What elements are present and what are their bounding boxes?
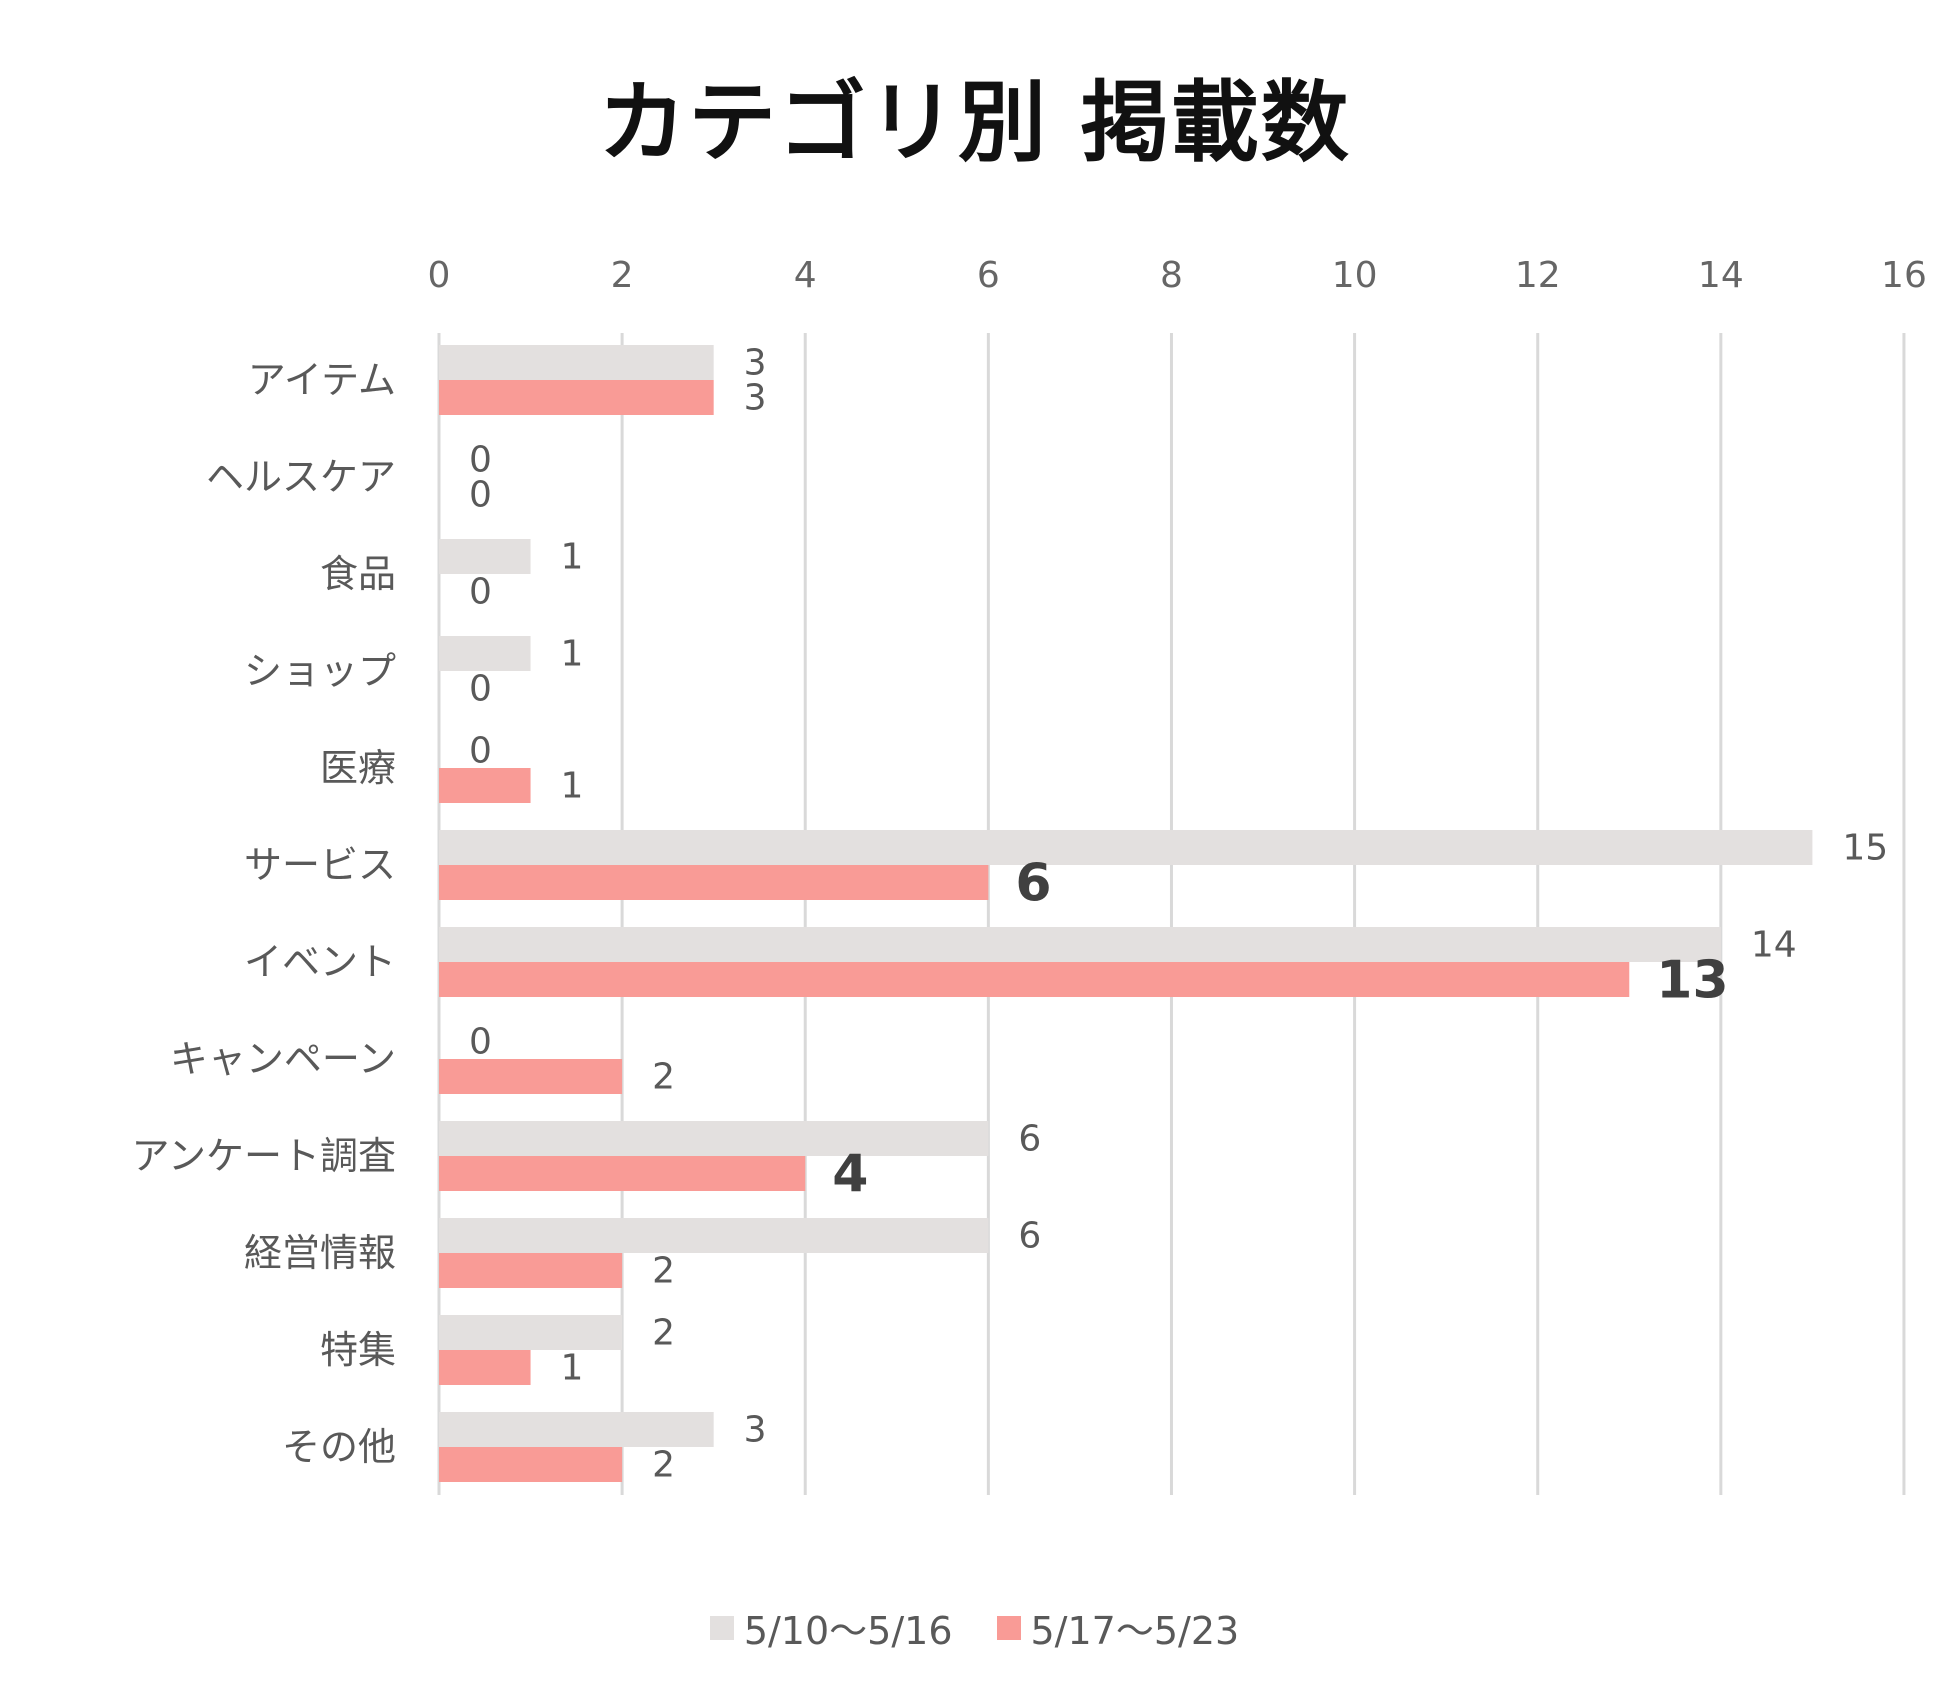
gridlines [437, 333, 1906, 1495]
bar-series-2[interactable] [439, 1253, 623, 1288]
legend-item-series-2[interactable]: 5/17〜5/23 [996, 1600, 1240, 1655]
legend-label-series-1: 5/10〜5/16 [743, 1609, 953, 1653]
bar-series-1[interactable] [439, 345, 714, 380]
x-tick-label: 6 [977, 255, 1000, 296]
data-label-series-1: 0 [469, 1022, 492, 1063]
bar-series-1[interactable] [439, 1121, 989, 1156]
x-tick-label: 0 [428, 255, 451, 296]
data-label-series-2: 0 [469, 475, 492, 516]
data-label-series-2: 6 [1015, 854, 1051, 914]
bar-series-1[interactable] [439, 927, 1721, 962]
category-label: キャンペーン [170, 1037, 396, 1081]
category-label: 食品 [320, 552, 396, 596]
bar-series-2[interactable] [439, 1156, 806, 1191]
data-label-series-2: 0 [469, 572, 492, 613]
bar-series-1[interactable] [439, 1412, 714, 1447]
data-label-series-1: 1 [561, 634, 584, 675]
data-label-series-1: 2 [652, 1313, 675, 1354]
category-label: ヘルスケア [206, 455, 396, 499]
category-label: 医療 [320, 746, 396, 790]
data-label-series-1: 3 [744, 1410, 767, 1451]
legend-label-series-2: 5/17〜5/23 [1030, 1609, 1240, 1653]
data-label-series-2: 2 [652, 1057, 675, 1098]
x-axis-ticks: 0 2 4 6 8 10 12 14 16 [428, 255, 1927, 296]
data-label-series-2: 4 [832, 1145, 868, 1205]
bar-series-2[interactable] [439, 962, 1630, 997]
bar-series-1[interactable] [439, 539, 531, 574]
data-label-series-1: 6 [1018, 1119, 1041, 1160]
category-label: その他 [282, 1425, 396, 1469]
x-tick-label: 14 [1698, 255, 1744, 296]
data-label-series-1: 3 [744, 343, 767, 384]
category-label: イベント [244, 940, 396, 984]
legend-item-series-1[interactable]: 5/10〜5/16 [709, 1600, 953, 1655]
category-labels: アイテムヘルスケア食品ショップ医療サービスイベントキャンペーンアンケート調査経営… [132, 358, 396, 1469]
data-label-series-1: 0 [469, 731, 492, 772]
data-label-series-2: 0 [469, 669, 492, 710]
bar-series-1[interactable] [439, 1218, 989, 1253]
data-label-series-1: 15 [1842, 828, 1888, 869]
bar-series-2[interactable] [439, 1350, 531, 1385]
x-tick-label: 16 [1881, 255, 1927, 296]
bar-series-2[interactable] [439, 865, 989, 900]
x-tick-label: 10 [1332, 255, 1378, 296]
chart-title: カテゴリ別 掲載数 [598, 71, 1351, 174]
bar-series-1[interactable] [439, 1315, 623, 1350]
category-label: 経営情報 [244, 1231, 396, 1275]
bar-series-2[interactable] [439, 1447, 623, 1482]
category-label: 特集 [320, 1328, 396, 1372]
bar-series-1[interactable] [439, 830, 1813, 865]
category-label: アイテム [248, 358, 396, 402]
bars [439, 345, 1813, 1482]
x-tick-label: 2 [611, 255, 634, 296]
legend-swatch-series-1 [709, 1615, 734, 1640]
data-label-series-1: 14 [1751, 925, 1797, 966]
x-tick-label: 8 [1160, 255, 1183, 296]
bar-series-2[interactable] [439, 380, 714, 415]
legend-swatch-series-2 [996, 1615, 1021, 1640]
data-label-series-2: 1 [561, 1348, 584, 1389]
data-label-series-2: 2 [652, 1251, 675, 1292]
category-label: アンケート調査 [132, 1134, 396, 1178]
data-label-series-2: 13 [1656, 951, 1728, 1011]
category-label: サービス [244, 843, 396, 887]
bar-series-1[interactable] [439, 636, 531, 671]
category-label: ショップ [244, 649, 396, 693]
data-label-series-2: 3 [744, 378, 767, 419]
data-label-series-1: 0 [469, 440, 492, 481]
data-label-series-1: 1 [561, 537, 584, 578]
data-label-series-2: 1 [561, 766, 584, 807]
legend: 5/10〜5/16 5/17〜5/23 [0, 1600, 1949, 1655]
x-tick-label: 12 [1515, 255, 1561, 296]
bar-series-2[interactable] [439, 768, 531, 803]
bar-series-2[interactable] [439, 1059, 623, 1094]
x-tick-label: 4 [794, 255, 817, 296]
data-label-series-2: 2 [652, 1445, 675, 1486]
data-label-series-1: 6 [1018, 1216, 1041, 1257]
